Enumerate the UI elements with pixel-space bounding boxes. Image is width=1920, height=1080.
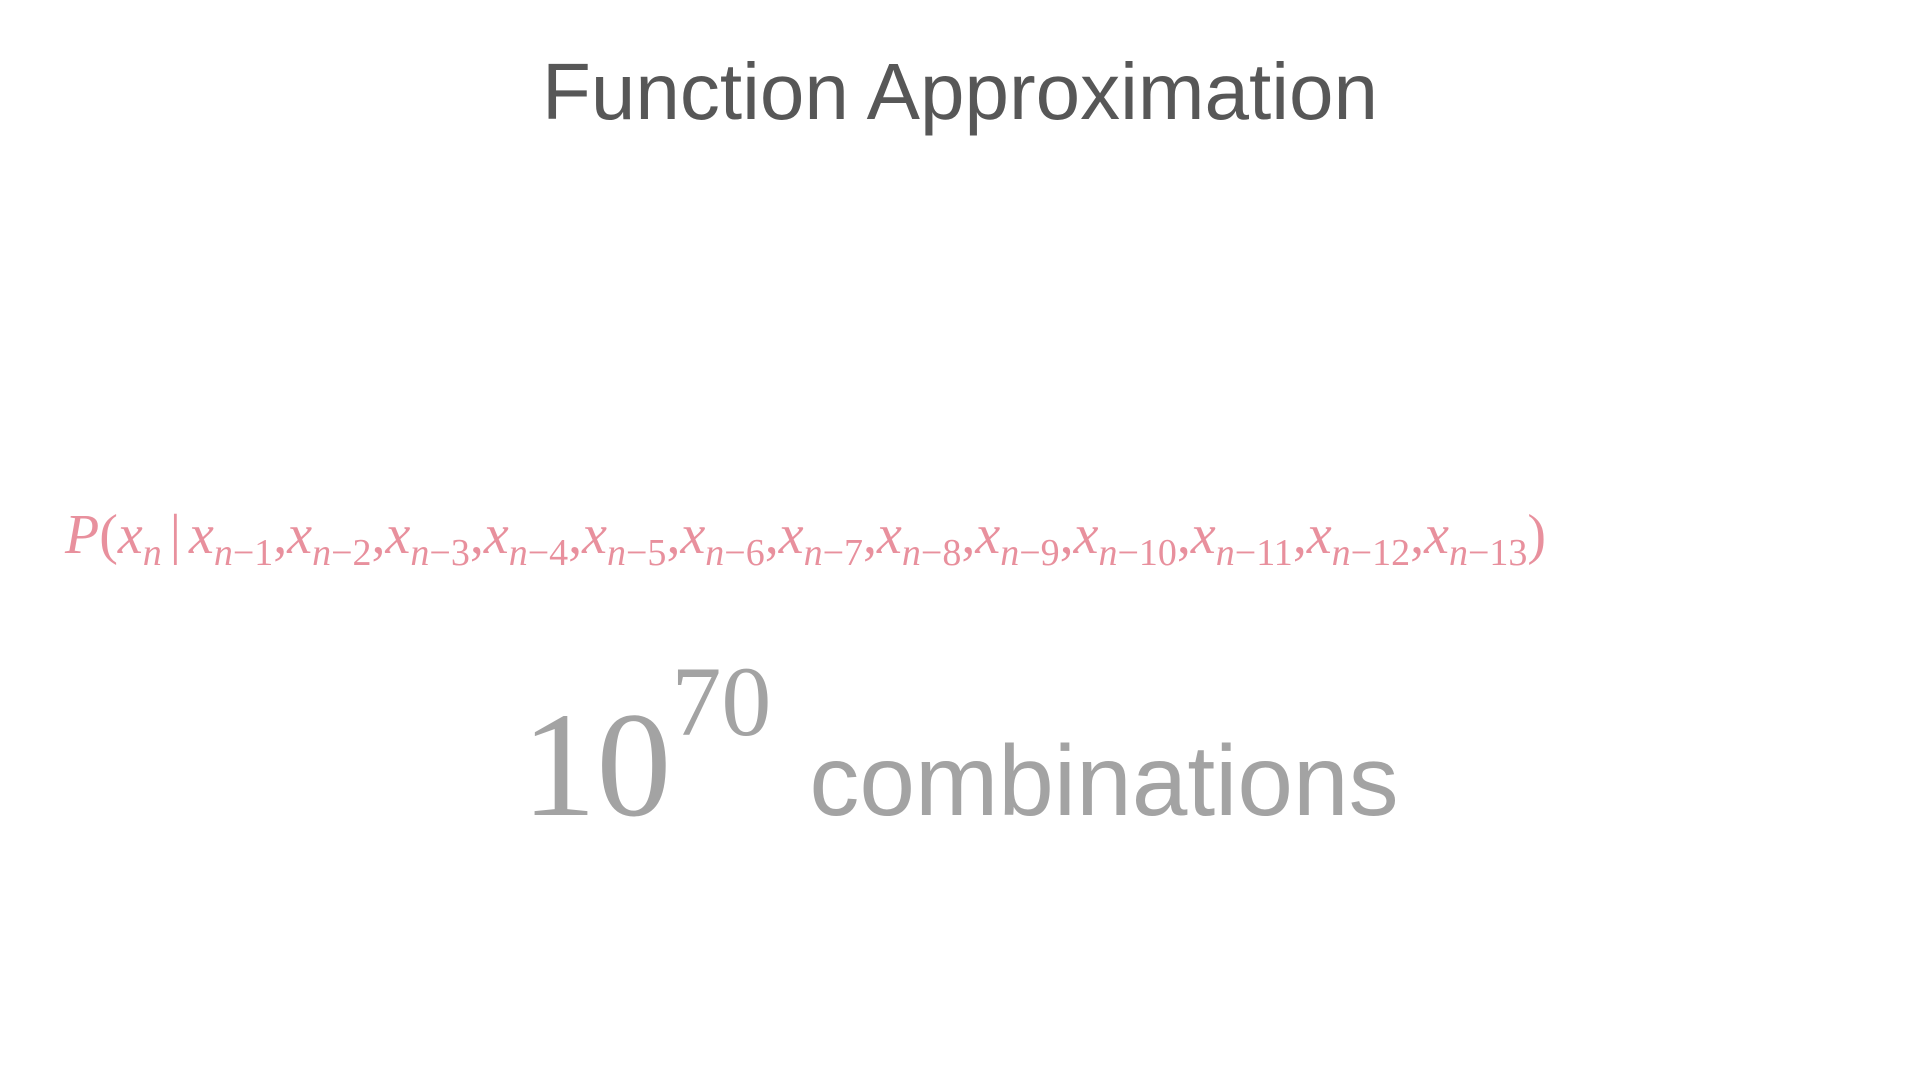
- formula-condition-sub-offset: −13: [1467, 532, 1528, 574]
- formula-condition-sub-n: n: [1215, 532, 1235, 574]
- formula-separator: ,: [469, 504, 484, 566]
- formula-separator: ,: [273, 504, 288, 566]
- formula-open-paren: (: [99, 504, 118, 566]
- formula-condition-sub: n−6: [705, 532, 764, 574]
- formula-condition-sub: n−11: [1216, 532, 1293, 574]
- formula-given-bar: |: [169, 504, 181, 566]
- formula-condition-sub-n: n: [1098, 532, 1118, 574]
- formula-separator: ,: [568, 504, 583, 566]
- formula-separator: ,: [666, 504, 681, 566]
- formula-condition-var: x: [582, 504, 607, 566]
- formula-condition-sub-n: n: [312, 532, 332, 574]
- formula-condition-sub: n−12: [1332, 532, 1410, 574]
- formula-condition-sub-offset: −1: [232, 532, 274, 574]
- formula-separator: ,: [1292, 504, 1307, 566]
- formula-condition-sub-n: n: [1331, 532, 1351, 574]
- formula-condition-var: x: [1306, 504, 1332, 566]
- count-exponent: 70: [671, 646, 772, 757]
- formula-condition-sub: n−13: [1449, 532, 1527, 574]
- formula-separator: ,: [1059, 504, 1074, 566]
- formula-conditions: xn−1,xn−2,xn−3,xn−4,xn−5,xn−6,xn−7,xn−8,…: [188, 504, 1527, 572]
- formula-separator: ,: [961, 504, 976, 566]
- formula-condition-sub: n−7: [804, 532, 863, 574]
- formula-separator: ,: [863, 504, 878, 566]
- formula-separator: ,: [764, 504, 779, 566]
- formula-condition-sub-n: n: [508, 532, 528, 574]
- formula-condition-var: x: [680, 504, 706, 566]
- formula-condition-sub: n−10: [1098, 532, 1176, 574]
- formula-condition-sub-n: n: [1448, 532, 1468, 574]
- formula-function: P: [65, 504, 100, 566]
- combination-count: 1070combinations: [0, 652, 1920, 841]
- formula-condition-var: x: [1190, 504, 1216, 566]
- formula-condition-sub-offset: −8: [920, 532, 962, 574]
- formula-target-var: x: [117, 504, 143, 566]
- formula-condition-var: x: [778, 504, 804, 566]
- formula-condition-sub: n−5: [607, 532, 666, 574]
- formula-condition-sub-offset: −2: [331, 532, 372, 574]
- probability-formula: P(xn | xn−1,xn−2,xn−3,xn−4,xn−5,xn−6,xn−7,…: [65, 500, 1865, 572]
- formula-condition-sub-n: n: [901, 532, 921, 574]
- formula-separator: ,: [1410, 504, 1425, 566]
- formula-condition-sub: n−2: [312, 532, 371, 574]
- formula-condition-sub-offset: −10: [1117, 532, 1177, 574]
- formula-condition-var: x: [483, 504, 509, 566]
- formula-condition-sub-offset: −6: [724, 532, 765, 574]
- formula-close-paren: ): [1527, 504, 1547, 566]
- formula-condition-var: x: [877, 504, 902, 566]
- formula-condition-var: x: [188, 504, 214, 566]
- formula-condition-sub: n−1: [214, 532, 273, 574]
- formula-condition-sub-n: n: [213, 532, 233, 574]
- formula-condition-sub-n: n: [410, 532, 430, 574]
- count-label: combinations: [809, 725, 1399, 837]
- formula-condition-sub: n−9: [1000, 532, 1059, 574]
- formula-condition-sub: n−8: [902, 532, 961, 574]
- formula-condition-sub: n−4: [509, 532, 568, 574]
- formula-target-sub: n: [142, 532, 162, 574]
- count-base: 10: [521, 682, 672, 848]
- slide-title: Function Approximation: [541, 47, 1378, 136]
- formula-separator: ,: [371, 504, 386, 566]
- formula-condition-sub: n−3: [410, 532, 469, 574]
- formula-condition-sub-n: n: [803, 532, 823, 574]
- formula-condition-sub-offset: −11: [1234, 532, 1293, 574]
- formula-condition-sub-offset: −3: [429, 532, 470, 574]
- formula-condition-var: x: [385, 504, 411, 566]
- formula-separator: ,: [1176, 504, 1191, 566]
- formula-condition-sub-offset: −12: [1350, 532, 1411, 574]
- formula-condition-var: x: [287, 504, 313, 566]
- formula-condition-sub-offset: −4: [527, 532, 569, 574]
- formula-condition-sub-offset: −9: [1019, 532, 1060, 574]
- formula-condition-sub-n: n: [1000, 532, 1020, 574]
- formula-condition-var: x: [975, 504, 1001, 566]
- formula-condition-var: x: [1424, 504, 1449, 566]
- formula-condition-var: x: [1073, 504, 1099, 566]
- formula-condition-sub-offset: −7: [822, 532, 864, 574]
- formula-condition-sub-n: n: [705, 532, 725, 574]
- formula-condition-sub-n: n: [607, 532, 626, 574]
- formula-condition-sub-offset: −5: [626, 532, 667, 574]
